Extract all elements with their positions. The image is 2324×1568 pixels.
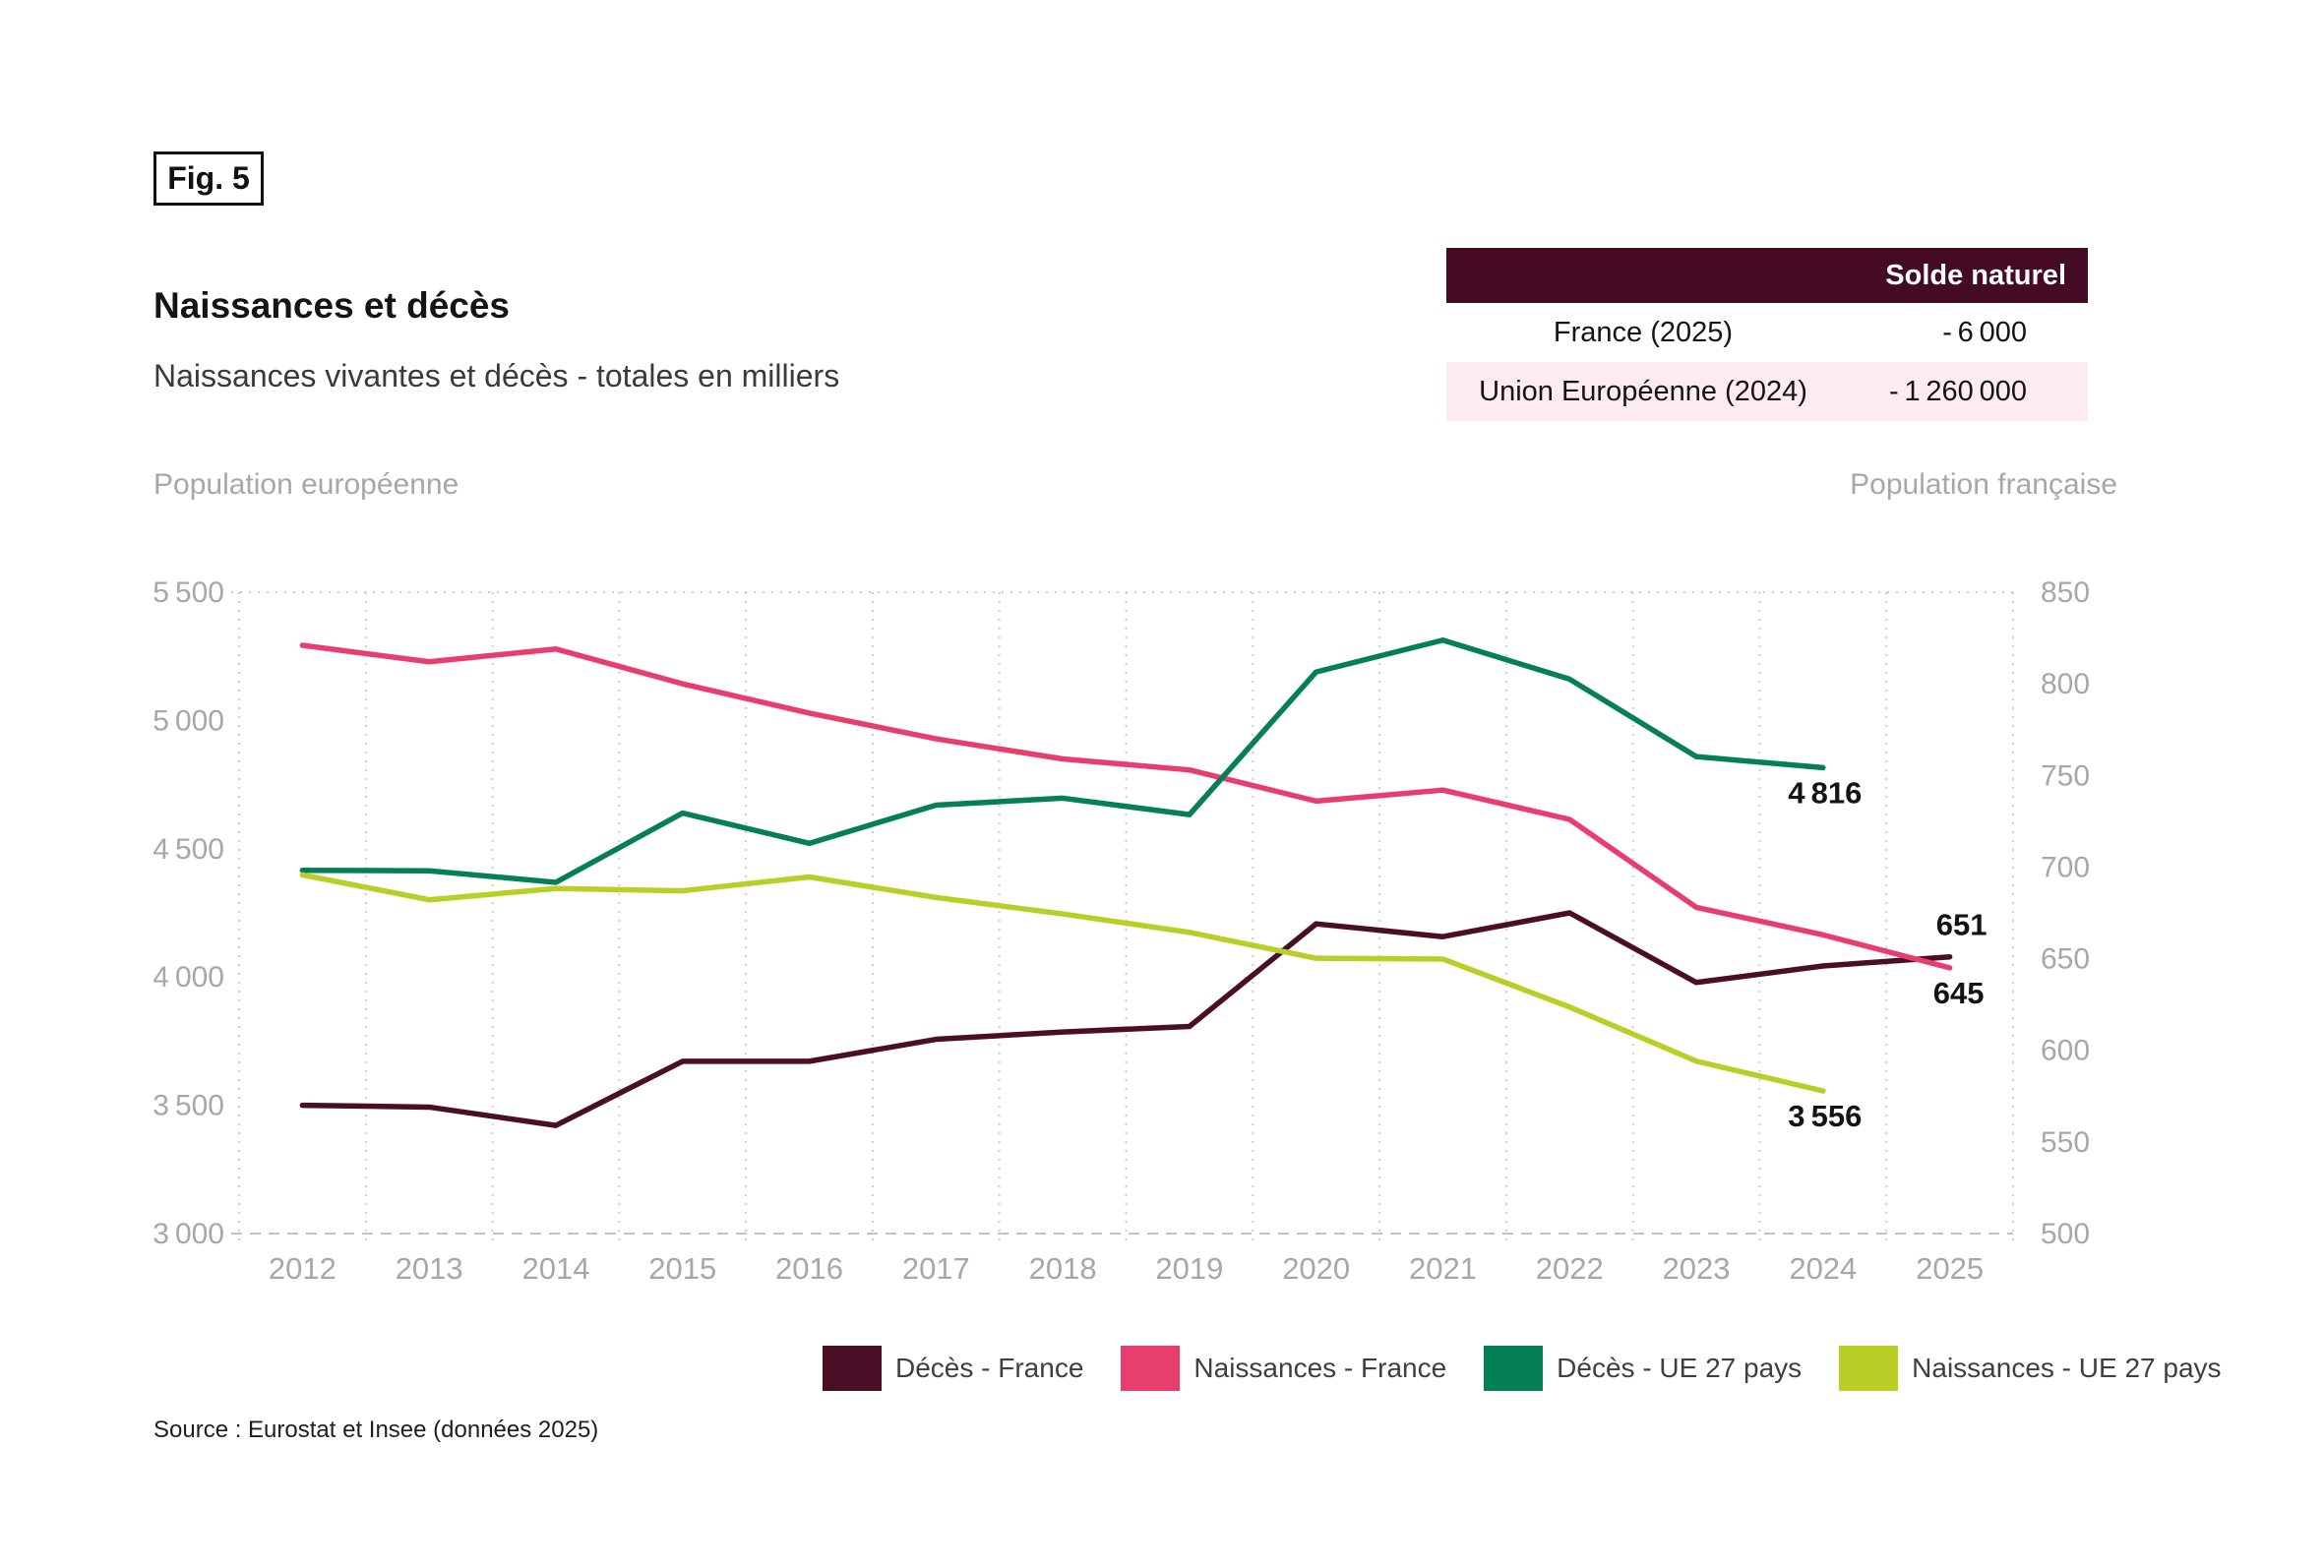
x-axis-year-label: 2018 (1029, 1251, 1097, 1286)
x-axis-year-label: 2017 (902, 1251, 970, 1286)
x-axis-year-label: 2015 (648, 1251, 716, 1286)
legend-swatch-deces-ue (1484, 1346, 1544, 1391)
end-value-label-deces-ue-27-pays: 4 816 (1788, 775, 1862, 810)
right-axis-tick-label: 800 (2041, 668, 2090, 700)
chart-gridlines (231, 591, 2014, 1247)
chart-title: Naissances et décès (153, 285, 511, 326)
x-axis-year-label: 2019 (1155, 1251, 1223, 1286)
right-axis-tick-label: 650 (2041, 943, 2090, 976)
left-axis-tick-label: 4 500 (153, 833, 224, 866)
chart-data-labels: 651 645 4 816 3 556 (1788, 775, 1987, 1133)
right-axis-tick-label: 550 (2041, 1126, 2090, 1159)
right-axis-tick-label: 750 (2041, 759, 2090, 792)
table-row-label: Union Européenne (2024) (1479, 375, 1807, 407)
legend-swatch-naissances-ue (1839, 1346, 1899, 1391)
table-row: France (2025) - 6 000 (1446, 303, 2088, 362)
solde-naturel-table: Solde naturel France (2025) - 6 000 Unio… (1446, 248, 2088, 421)
right-axis-tick-label: 600 (2041, 1035, 2090, 1067)
left-axis-tick-label: 4 000 (153, 961, 224, 994)
table-row-label: France (2025) (1553, 316, 1734, 348)
x-axis-year-label: 2013 (396, 1251, 463, 1286)
table-row: Union Européenne (2024) - 1 260 000 (1446, 362, 2088, 421)
chart-legend: Décès - France Naissances - France Décès… (823, 1346, 2222, 1391)
legend-item-deces-france: Décès - France (823, 1346, 1083, 1391)
legend-swatch-naissances-france (1121, 1346, 1181, 1391)
x-axis-year-label: 2024 (1789, 1251, 1857, 1286)
legend-swatch-deces-france (823, 1346, 882, 1391)
table-header-label: Solde naturel (1885, 259, 2066, 291)
x-axis-year-label: 2012 (269, 1251, 336, 1286)
x-axis-year-label: 2016 (775, 1251, 843, 1286)
legend-label: Décès - France (895, 1353, 1084, 1383)
line-naissances-france (299, 642, 1953, 971)
legend-label: Naissances - France (1193, 1353, 1447, 1383)
x-axis-year-label: 2020 (1282, 1251, 1350, 1286)
table-row-value: - 6 000 (1942, 316, 2027, 348)
line-naissances-ue-27-pays (299, 872, 1826, 1094)
x-axis-year-label: 2023 (1663, 1251, 1731, 1286)
left-axis-tick-label: 3 000 (153, 1218, 224, 1250)
legend-item-deces-ue: Décès - UE 27 pays (1484, 1346, 1802, 1391)
x-axis-year-label: 2021 (1409, 1251, 1477, 1286)
chart-axis-ticks: 5 500 5 000 4 500 4 000 3 500 3 000 850 800 750 7… (153, 576, 2090, 1286)
x-axis-year-label: 2014 (521, 1251, 589, 1286)
x-axis-year-label: 2022 (1536, 1251, 1604, 1286)
end-value-label-naissances-ue-27-pays: 3 556 (1788, 1099, 1862, 1133)
figure-number: Fig. 5 (167, 160, 250, 196)
right-axis-tick-label: 500 (2041, 1218, 2090, 1250)
left-axis-tick-label: 5 500 (153, 576, 224, 609)
table-header-row: Solde naturel (1446, 248, 2088, 303)
right-axis-tick-label: 850 (2041, 576, 2090, 609)
table-row-value: - 1 260 000 (1889, 375, 2027, 407)
chart-subtitle: Naissances vivantes et décès - totales e… (153, 358, 840, 393)
left-axis-title: Population européenne (153, 468, 459, 501)
figure-number-box: Fig. 5 (153, 151, 264, 206)
line-deces-france (299, 910, 1953, 1128)
legend-label: Décès - UE 27 pays (1557, 1353, 1803, 1383)
legend-item-naissances-france: Naissances - France (1121, 1346, 1446, 1391)
chart-series-lines (299, 637, 1953, 1128)
source-note: Source : Eurostat et Insee (données 2025… (153, 1417, 599, 1443)
end-value-label-naissances-france: 645 (1933, 976, 1985, 1010)
right-axis-tick-label: 700 (2041, 851, 2090, 883)
right-axis-title: Population française (1850, 468, 2117, 501)
line-deces-ue-27-pays (299, 637, 1826, 885)
x-axis-year-label: 2025 (1916, 1251, 1984, 1286)
end-value-label-deces-france: 651 (1936, 908, 1988, 942)
left-axis-tick-label: 3 500 (153, 1090, 224, 1122)
legend-label: Naissances - UE 27 pays (1912, 1353, 2222, 1383)
left-axis-tick-label: 5 000 (153, 704, 224, 737)
legend-item-naissances-ue: Naissances - UE 27 pays (1839, 1346, 2222, 1391)
